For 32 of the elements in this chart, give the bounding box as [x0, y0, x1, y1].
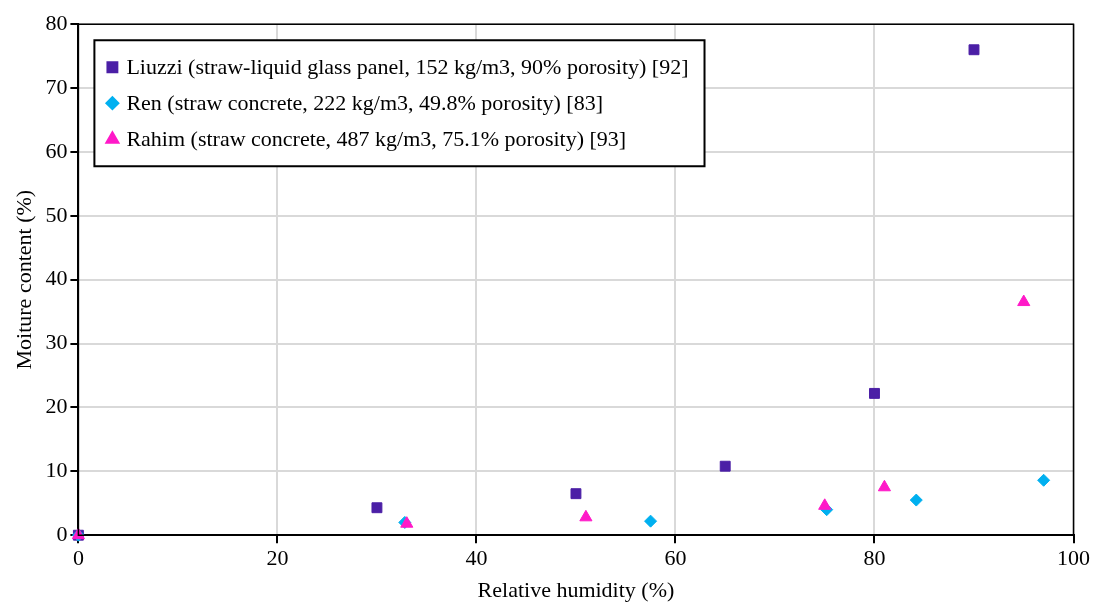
y-tick-label: 10 [45, 457, 68, 483]
point [818, 498, 832, 510]
y-tick-label: 70 [45, 73, 68, 99]
x-tick-label: 60 [664, 545, 687, 571]
point [869, 387, 880, 399]
y-tick-label: 30 [45, 329, 68, 355]
legend-label: Ren (straw concrete, 222 kg/m3, 49.8% porosity) [83] [126, 89, 603, 115]
point [968, 44, 980, 56]
y-tick-label: 50 [45, 201, 68, 227]
x-tick-label: 100 [1057, 545, 1090, 571]
x-tick-label: 40 [465, 545, 488, 571]
point [644, 514, 658, 528]
y-tick-label: 80 [45, 9, 68, 35]
y-axis-title: Moiture content (%) [10, 189, 36, 370]
y-tick-label: 0 [56, 520, 68, 546]
point [1017, 294, 1031, 307]
point [909, 493, 923, 507]
y-tick-label: 20 [45, 393, 68, 419]
point [877, 479, 891, 492]
point [570, 488, 582, 500]
x-tick-label: 0 [72, 545, 84, 571]
point [579, 509, 593, 522]
legend-label: Rahim (straw concrete, 487 kg/m3, 75.1% porosity) [93] [126, 125, 627, 151]
point [719, 460, 731, 472]
x-tick-label: 80 [863, 545, 886, 571]
y-tick-label: 60 [45, 137, 68, 163]
x-axis-title: Relative humidity (%) [477, 576, 675, 602]
x-tick-label: 20 [266, 545, 289, 571]
y-tick-label: 40 [45, 265, 68, 291]
point [1037, 473, 1051, 487]
legend-label: Liuzzi (straw-liquid glass panel, 152 kg/m3, 90% porosity) [92] [126, 53, 689, 79]
point [371, 502, 383, 514]
